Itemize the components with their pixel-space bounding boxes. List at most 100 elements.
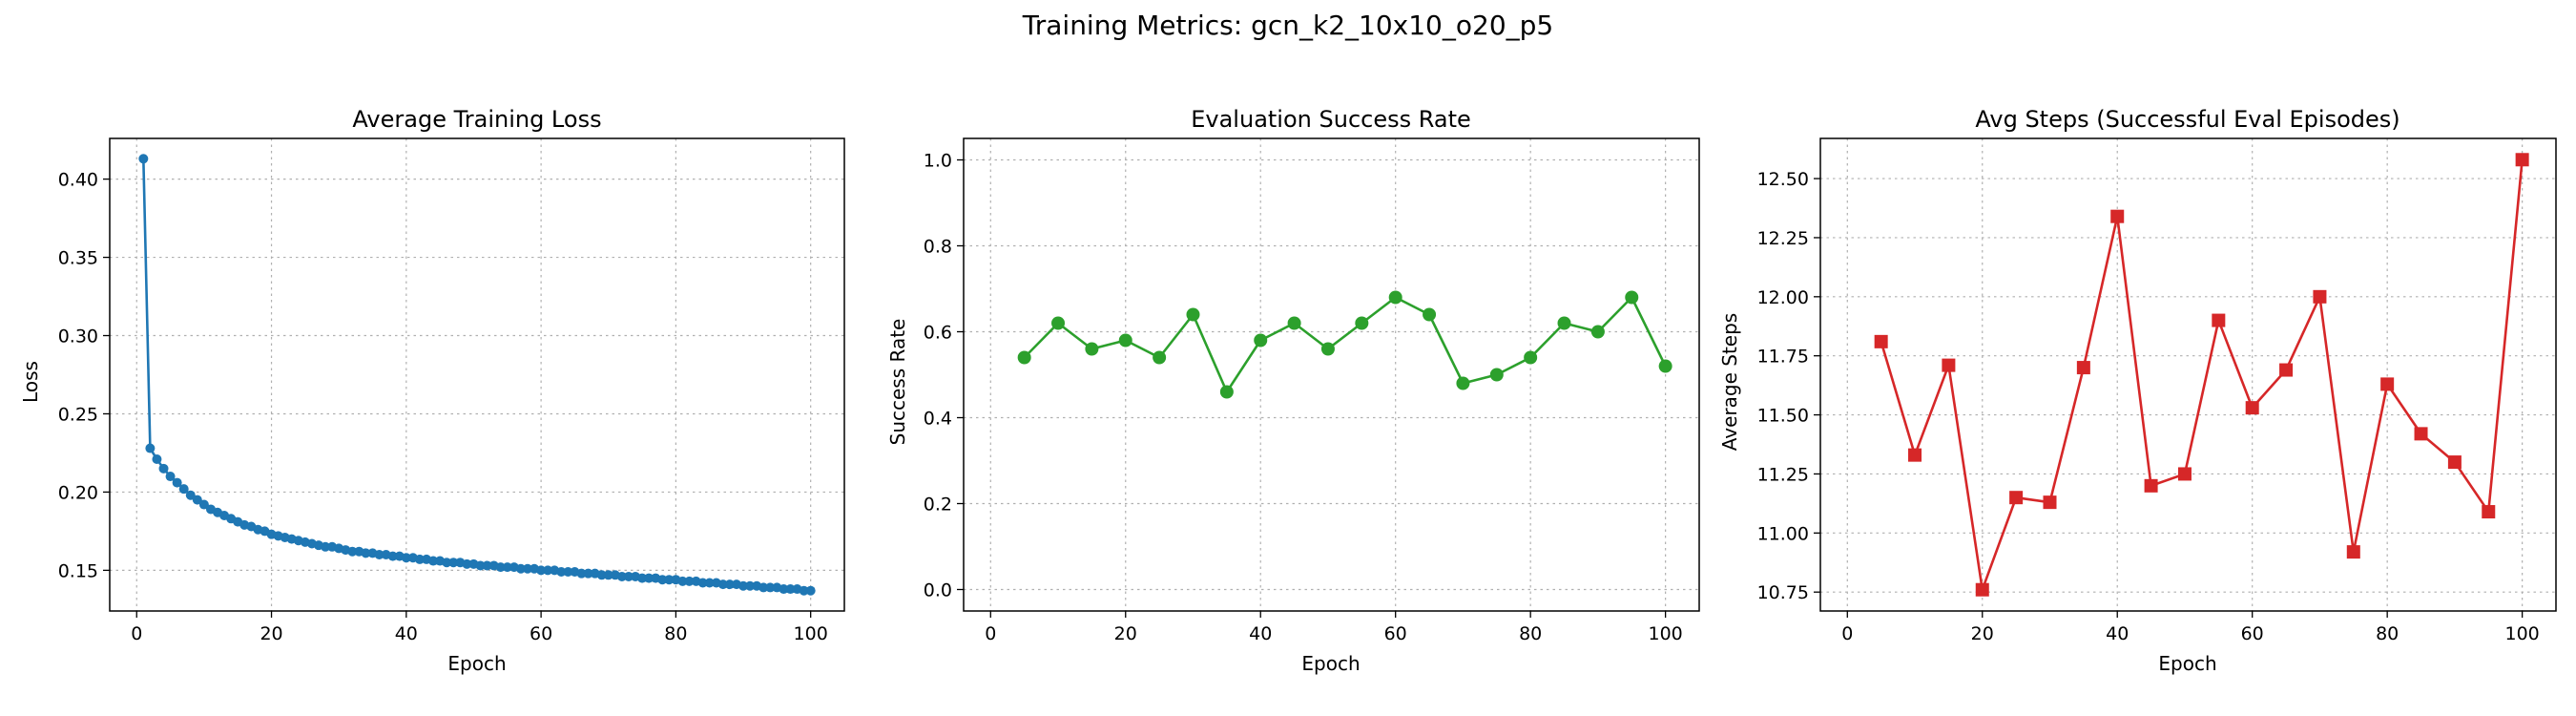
y-tick-label: 0.20 bbox=[58, 482, 98, 503]
data-point bbox=[374, 549, 384, 559]
data-point bbox=[657, 575, 668, 585]
data-point bbox=[637, 573, 648, 583]
y-tick-label: 0.35 bbox=[58, 248, 98, 269]
data-point bbox=[603, 570, 613, 580]
y-axis-label: Average Steps bbox=[1718, 313, 1741, 451]
data-point bbox=[1355, 316, 1369, 330]
data-point bbox=[543, 565, 553, 576]
data-point bbox=[596, 570, 607, 580]
data-point bbox=[185, 490, 196, 500]
x-tick-label: 40 bbox=[2106, 623, 2129, 644]
x-tick-label: 60 bbox=[2241, 623, 2264, 644]
x-tick-label: 100 bbox=[794, 623, 828, 644]
x-tick-label: 60 bbox=[1384, 623, 1407, 644]
data-point bbox=[664, 575, 675, 585]
series-line bbox=[1880, 159, 2524, 592]
data-point bbox=[785, 584, 796, 595]
data-point bbox=[536, 565, 547, 576]
panel-title: Evaluation Success Rate bbox=[1191, 106, 1471, 133]
x-tick-label: 100 bbox=[2505, 623, 2540, 644]
data-point bbox=[321, 541, 331, 552]
data-point bbox=[2380, 377, 2395, 391]
figure-suptitle: Training Metrics: gcn_k2_10x10_o20_p5 bbox=[1022, 10, 1553, 41]
data-point bbox=[138, 154, 149, 164]
data-point bbox=[1658, 359, 1672, 373]
x-axis-label: Epoch bbox=[447, 652, 506, 675]
data-point bbox=[644, 573, 654, 583]
data-point bbox=[1942, 358, 1956, 372]
y-tick-label: 12.50 bbox=[1757, 169, 1809, 190]
data-point bbox=[1590, 325, 1605, 339]
data-point bbox=[1874, 334, 1888, 348]
data-point bbox=[2279, 363, 2294, 377]
y-tick-label: 12.25 bbox=[1757, 228, 1809, 249]
data-point bbox=[1975, 582, 1989, 597]
data-point bbox=[495, 562, 506, 573]
data-point bbox=[616, 571, 627, 581]
data-point bbox=[192, 495, 202, 505]
data-point bbox=[697, 578, 708, 588]
y-tick-label: 0.25 bbox=[58, 404, 98, 425]
data-point bbox=[1254, 333, 1268, 347]
data-point bbox=[779, 584, 789, 595]
data-point bbox=[738, 580, 749, 591]
data-point bbox=[475, 560, 486, 571]
data-point bbox=[1423, 307, 1437, 322]
data-point bbox=[677, 576, 688, 586]
data-point bbox=[724, 579, 735, 590]
data-point bbox=[165, 472, 176, 482]
data-point bbox=[2346, 545, 2360, 559]
data-point bbox=[442, 558, 452, 568]
y-tick-label: 12.00 bbox=[1757, 287, 1809, 308]
x-tick-label: 20 bbox=[1114, 623, 1137, 644]
data-point bbox=[2009, 491, 2024, 505]
x-tick-label: 0 bbox=[131, 623, 142, 644]
y-tick-label: 0.4 bbox=[924, 409, 952, 430]
data-point bbox=[1118, 333, 1132, 347]
x-tick-label: 80 bbox=[1519, 623, 1542, 644]
data-point bbox=[1153, 350, 1167, 365]
data-point bbox=[2177, 467, 2192, 481]
x-axis-label: Epoch bbox=[2158, 652, 2216, 675]
data-point bbox=[1051, 316, 1066, 330]
data-point bbox=[1625, 290, 1639, 305]
data-point bbox=[2043, 495, 2057, 510]
data-point bbox=[2515, 153, 2529, 167]
data-point bbox=[1557, 316, 1571, 330]
x-tick-label: 80 bbox=[664, 623, 687, 644]
data-point bbox=[2482, 505, 2496, 519]
data-point bbox=[1320, 342, 1335, 356]
data-point bbox=[448, 558, 459, 568]
panel-avg-steps: Avg Steps (Successful Eval Episodes) Epo… bbox=[1718, 106, 2557, 675]
x-tick-label: 80 bbox=[2376, 623, 2399, 644]
y-tick-label: 11.00 bbox=[1757, 523, 1809, 544]
y-axis-label: Loss bbox=[19, 361, 42, 403]
panel-eval-success-rate: Evaluation Success Rate Epoch Success Ra… bbox=[886, 106, 1700, 675]
data-point bbox=[704, 578, 715, 588]
data-point bbox=[198, 499, 209, 510]
data-point bbox=[1186, 307, 1200, 322]
y-tick-label: 0.0 bbox=[924, 580, 952, 601]
y-tick-label: 11.75 bbox=[1757, 347, 1809, 368]
data-point bbox=[717, 579, 728, 590]
data-point bbox=[758, 582, 769, 593]
data-point bbox=[563, 567, 573, 578]
data-point bbox=[387, 551, 398, 561]
data-point bbox=[2447, 455, 2462, 470]
x-tick-label: 20 bbox=[260, 623, 282, 644]
data-point bbox=[576, 568, 587, 579]
axes-frame bbox=[1819, 137, 2557, 612]
data-point bbox=[428, 556, 439, 566]
data-point bbox=[1908, 448, 1922, 462]
data-point bbox=[502, 562, 512, 573]
y-tick-label: 0.15 bbox=[58, 560, 98, 581]
data-point bbox=[2076, 361, 2090, 375]
data-point bbox=[145, 443, 156, 453]
data-point bbox=[2110, 209, 2125, 223]
x-axis-label: Epoch bbox=[1301, 652, 1360, 675]
x-tick-label: 40 bbox=[395, 623, 418, 644]
data-point bbox=[2245, 401, 2259, 415]
data-point bbox=[1085, 342, 1099, 356]
y-tick-label: 0.30 bbox=[58, 326, 98, 347]
x-tick-label: 40 bbox=[1249, 623, 1272, 644]
